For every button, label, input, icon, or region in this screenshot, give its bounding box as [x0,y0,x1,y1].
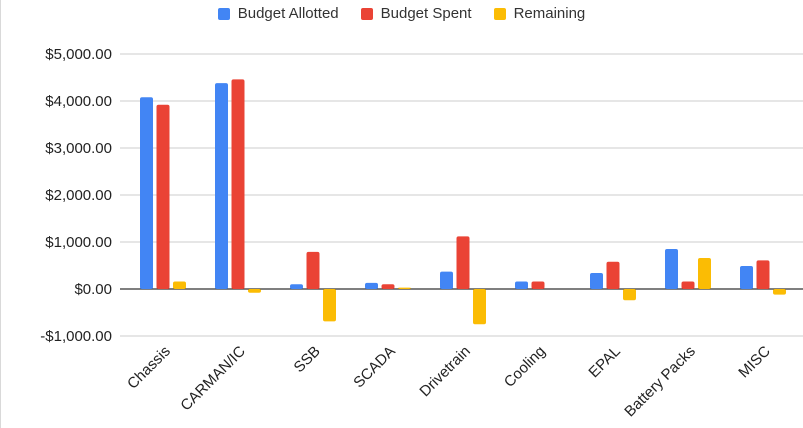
bar-budget-allotted [290,284,303,289]
bar-remaining [698,257,711,289]
x-tick-label: EPAL [585,343,623,381]
bar-remaining [473,289,486,325]
legend-label-remaining: Remaining [513,5,586,22]
bar-budget-allotted [215,83,228,289]
x-tick-label: Chassis [124,343,174,393]
y-tick-label: -$1,000.00 [40,328,112,345]
bar-remaining [623,289,636,301]
legend-label-budget-spent: Budget Spent [380,5,472,22]
left-edge-divider [0,0,1,428]
y-tick-label: $0.00 [74,281,112,298]
legend-label-budget-allotted: Budget Allotted [237,5,339,22]
x-tick-label: CARMAN/IC [177,343,249,415]
x-tick-label: SCADA [350,343,399,392]
legend-item-budget-allotted[interactable]: Budget Allotted [217,5,339,22]
legend-item-remaining[interactable]: Remaining [493,5,586,22]
bar-budget-spent [681,281,695,289]
bar-remaining [323,289,336,322]
bar-budget-spent [531,281,545,289]
y-tick-label: $5,000.00 [45,46,112,63]
bar-budget-allotted [140,97,153,290]
legend-item-budget-spent[interactable]: Budget Spent [360,5,472,22]
legend-swatch-remaining [493,7,506,20]
legend-swatch-budget-allotted [217,7,230,20]
bar-budget-allotted [590,273,603,289]
y-tick-label: $4,000.00 [45,93,112,110]
bar-budget-allotted [665,249,678,289]
bar-remaining [398,287,411,289]
x-tick-label: Cooling [501,343,549,391]
bar-budget-spent [456,236,470,289]
bar-remaining [773,289,786,295]
bar-budget-spent [306,251,320,289]
x-tick-label: Drivetrain [416,343,473,400]
x-tick-label: SSB [291,343,324,376]
y-tick-label: $2,000.00 [45,187,112,204]
legend-swatch-budget-spent [360,7,373,20]
bar-budget-spent [231,79,245,289]
bar-budget-allotted [740,265,753,289]
x-tick-label: MISC [735,343,774,382]
bar-budget-allotted [440,271,453,289]
bar-remaining [248,289,261,293]
bar-budget-spent [756,260,770,289]
bar-remaining [173,281,186,289]
y-tick-label: $3,000.00 [45,140,112,157]
bar-budget-allotted [515,281,528,289]
bar-budget-spent [606,261,620,289]
bar-budget-spent [381,284,395,289]
x-tick-label: Battery Packs [621,343,698,420]
chart-legend: Budget Allotted Budget Spent Remaining [0,5,803,22]
y-tick-label: $1,000.00 [45,234,112,251]
bar-budget-spent [156,104,170,289]
bar-budget-allotted [365,282,378,289]
